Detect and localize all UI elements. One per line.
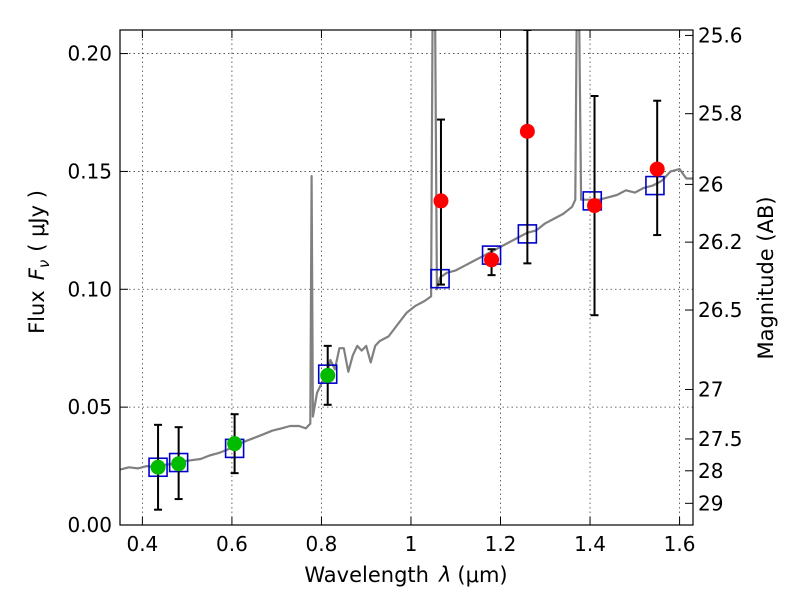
mag-tick-label: 27 [698, 377, 723, 401]
data-point [150, 459, 166, 475]
data-point [587, 198, 603, 214]
plot-area [120, 30, 693, 511]
y-tick-label: 0.00 [67, 513, 112, 537]
y-axis-label-text: Flux [25, 290, 49, 334]
y-tick-label: 0.05 [67, 395, 112, 419]
mag-tick-label: 25.8 [698, 102, 743, 126]
data-point [433, 193, 449, 209]
x-tick-label: 1.6 [664, 532, 696, 556]
x-axis-symbol: λ [438, 563, 451, 587]
y-axis-unit: ( μJy ) [25, 190, 49, 252]
x-tick-label: 1.2 [485, 532, 517, 556]
x-tick-label: 0.6 [216, 532, 248, 556]
data-point [320, 367, 336, 383]
y-tick-label: 0.15 [67, 159, 112, 183]
x-axis-unit: (μm) [457, 563, 507, 587]
data-point [227, 436, 243, 452]
grid [120, 30, 693, 526]
x-axis-label-text: Wavelength [304, 563, 429, 587]
x-tick-label: 1 [405, 532, 418, 556]
x-tick-label: 1.4 [574, 532, 606, 556]
mag-tick-label: 26.2 [698, 230, 743, 254]
data-point [649, 161, 665, 177]
mag-tick-label: 27.5 [698, 427, 743, 451]
y-tick-label: 0.10 [67, 277, 112, 301]
axis-ticks: 0.4 0.6 0.8 1 1.2 1.4 1.6 0.00 0.05 0.10 0.15 0.20 2… [67, 23, 742, 556]
y-axis-label: Flux Fν ( μJy ) [25, 190, 53, 334]
data-point [171, 456, 187, 472]
y2-axis-label: Magnitude (AB) [754, 196, 778, 359]
plot-frame [119, 29, 694, 526]
mag-tick-label: 28 [698, 459, 723, 483]
x-tick-label: 0.4 [126, 532, 158, 556]
y-tick-label: 0.20 [67, 42, 112, 66]
model-flux-square [645, 175, 665, 196]
mag-tick-label: 25.6 [698, 23, 743, 47]
x-axis-label: Wavelength λ (μm) [304, 563, 507, 587]
data-point [484, 252, 500, 268]
mag-tick-label: 26 [698, 172, 723, 196]
y-axis-subscript: ν [35, 260, 53, 268]
data-points [150, 123, 665, 475]
mag-tick-label: 29 [698, 491, 723, 515]
data-point [519, 123, 535, 139]
x-tick-label: 0.8 [306, 532, 338, 556]
y-axis-symbol: F [25, 267, 49, 280]
mag-tick-label: 26.5 [698, 298, 743, 322]
